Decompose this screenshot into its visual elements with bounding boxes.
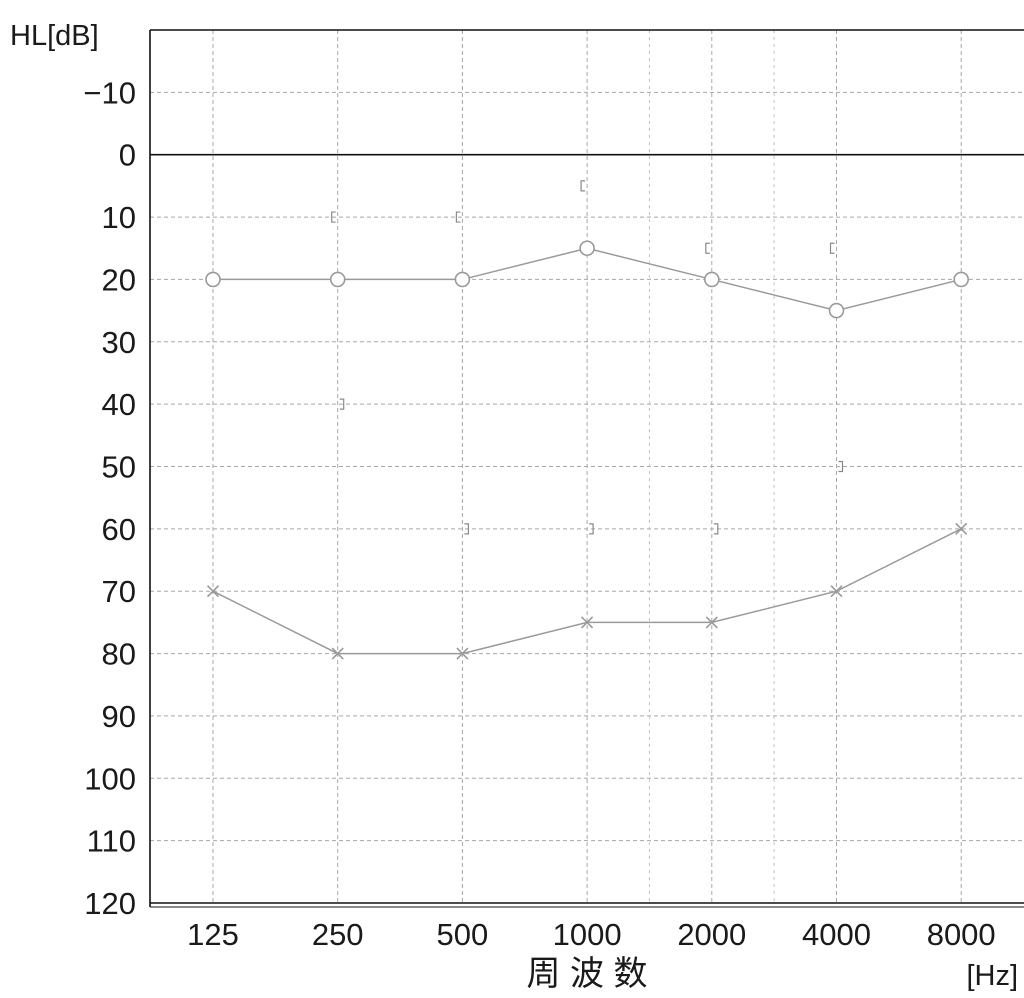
- data-point-cross: [955, 522, 968, 535]
- data-point-circle: [454, 271, 471, 288]
- y-tick-label: 10: [102, 200, 136, 235]
- data-point-circle: [579, 240, 595, 257]
- bone-right-bracket: [339, 398, 345, 410]
- y-tick-label: 40: [102, 387, 136, 422]
- y-tick-label: −10: [83, 75, 136, 110]
- data-point-circle: [205, 271, 221, 288]
- y-tick-label: 70: [102, 574, 136, 609]
- y-tick-label: 100: [84, 761, 136, 796]
- y-tick-label: 120: [84, 886, 136, 921]
- data-point-circle: [828, 302, 845, 319]
- data-point-cross: [331, 647, 344, 660]
- x-axis-unit: [Hz]: [966, 960, 1018, 992]
- y-axis-label: HL[dB]: [10, 20, 99, 52]
- data-point-cross: [705, 616, 718, 629]
- x-tick-label: 250: [312, 917, 364, 952]
- axis-layer: [149, 29, 1024, 908]
- y-tick-label: 30: [102, 325, 136, 360]
- x-tick-label: 500: [437, 917, 489, 952]
- bone-right-bracket: [589, 523, 594, 535]
- bone-left-bracket: [705, 242, 710, 254]
- data-point-circle: [953, 271, 970, 288]
- y-tick-label: 50: [102, 450, 136, 485]
- x-tick-label: 1000: [553, 917, 622, 952]
- data-point-circle: [329, 271, 346, 288]
- data-point-cross: [830, 585, 843, 598]
- series-layer: [205, 240, 970, 660]
- data-point-cross: [206, 585, 220, 598]
- bone-left-bracket: [829, 242, 835, 254]
- y-tick-label: 0: [119, 138, 136, 173]
- bone-right-bracket: [713, 523, 719, 535]
- bone-left-bracket: [455, 211, 461, 223]
- y-tick-label: 110: [87, 824, 136, 859]
- x-tick-label: 4000: [802, 917, 871, 952]
- x-tick-label: 125: [187, 917, 239, 952]
- label-layer: HL[dB] 周 波 数 [Hz] −10 0 10 20 30 40 50 60 70 80 90…: [10, 20, 1018, 993]
- bone-left-bracket: [331, 211, 336, 223]
- bone-right-bracket: [838, 460, 844, 473]
- y-tick-label: 60: [102, 512, 136, 547]
- x-tick-label: 8000: [927, 917, 996, 952]
- grid-layer: [150, 30, 1024, 904]
- data-point-cross: [456, 647, 469, 660]
- data-point-circle: [703, 271, 720, 288]
- bone-right-bracket: [464, 523, 469, 535]
- bone-conduction-layer: [331, 180, 844, 535]
- data-point-cross: [581, 616, 594, 629]
- bone-left-bracket: [580, 180, 586, 192]
- y-tick-label: 90: [102, 699, 136, 734]
- x-axis-label: 周 波 数: [527, 955, 648, 993]
- x-tick-label: 2000: [677, 917, 746, 952]
- y-tick-label: 80: [102, 637, 136, 672]
- y-tick-label: 20: [102, 262, 136, 297]
